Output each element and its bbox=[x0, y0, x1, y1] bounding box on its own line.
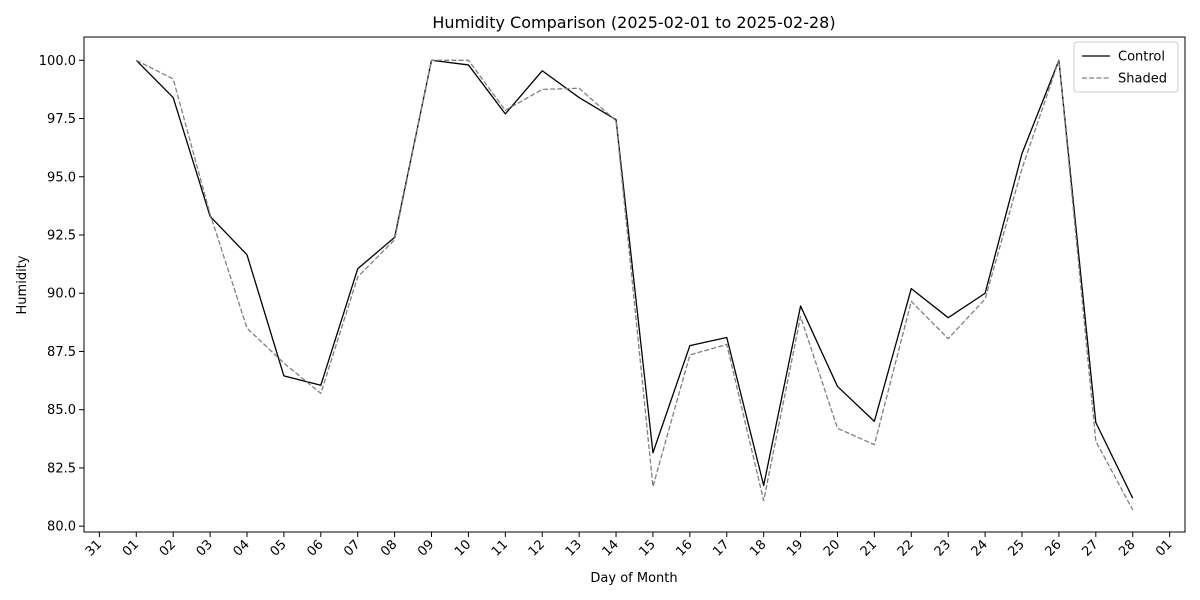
x-tick-label: 12 bbox=[526, 537, 548, 559]
x-tick-label: 01 bbox=[1153, 537, 1175, 559]
plot-frame bbox=[83, 36, 1186, 533]
y-axis: 80.0 82.5 85.0 87.5 90.0 92.5 95.0 97.5 100.0 bbox=[39, 54, 84, 535]
x-tick-label: 26 bbox=[1042, 537, 1064, 559]
x-tick-label: 04 bbox=[231, 537, 253, 559]
y-tick-label: 85.0 bbox=[47, 403, 76, 418]
x-tick-label: 20 bbox=[821, 537, 843, 559]
x-tick-label: 19 bbox=[784, 537, 806, 559]
legend-box bbox=[1073, 41, 1179, 93]
x-tick-label: 10 bbox=[452, 537, 474, 559]
x-axis: 31 01 02 03 04 05 06 07 08 09 10 11 12 13 14 15 16 17 18 19… bbox=[83, 532, 1175, 560]
plot-area bbox=[135, 59, 1134, 511]
x-tick-label: 27 bbox=[1079, 537, 1101, 559]
y-tick-label: 97.5 bbox=[47, 112, 76, 127]
y-tick-label: 95.0 bbox=[47, 170, 76, 185]
x-tick-label: 15 bbox=[636, 537, 658, 559]
x-tick-label: 25 bbox=[1006, 537, 1028, 559]
x-axis-label: Day of Month bbox=[590, 571, 677, 586]
x-tick-label: 24 bbox=[969, 537, 991, 559]
legend: Control Shaded bbox=[1073, 41, 1179, 93]
x-tick-label: 13 bbox=[563, 537, 585, 559]
x-tick-label: 09 bbox=[415, 537, 437, 559]
y-tick-label: 87.5 bbox=[47, 345, 76, 360]
x-tick-label: 11 bbox=[489, 537, 511, 559]
y-tick-label: 92.5 bbox=[47, 229, 76, 244]
legend-label-control: Control bbox=[1118, 50, 1165, 65]
x-tick-label: 22 bbox=[895, 537, 917, 559]
x-tick-label: 06 bbox=[304, 537, 326, 559]
x-tick-label: 28 bbox=[1116, 537, 1138, 559]
x-tick-label: 18 bbox=[747, 537, 769, 559]
x-tick-label: 05 bbox=[267, 537, 289, 559]
series-line-control bbox=[135, 59, 1134, 499]
chart-title: Humidity Comparison (2025-02-01 to 2025-… bbox=[432, 13, 835, 32]
y-axis-label: Humidity bbox=[15, 255, 30, 314]
series-line-shaded bbox=[135, 59, 1134, 511]
x-tick-label: 01 bbox=[120, 537, 142, 559]
x-tick-label: 14 bbox=[600, 537, 622, 559]
y-tick-label: 100.0 bbox=[39, 54, 76, 69]
y-tick-label: 90.0 bbox=[47, 287, 76, 302]
x-tick-label: 31 bbox=[83, 537, 105, 559]
x-tick-label: 07 bbox=[341, 537, 363, 559]
x-tick-label: 16 bbox=[673, 537, 695, 559]
x-tick-label: 23 bbox=[932, 537, 954, 559]
y-tick-label: 80.0 bbox=[47, 520, 76, 535]
x-tick-label: 17 bbox=[710, 537, 732, 559]
x-tick-label: 02 bbox=[157, 537, 179, 559]
x-tick-label: 08 bbox=[378, 537, 400, 559]
x-tick-label: 03 bbox=[194, 537, 216, 559]
y-tick-label: 82.5 bbox=[47, 461, 76, 476]
x-tick-label: 21 bbox=[858, 537, 880, 559]
legend-label-shaded: Shaded bbox=[1118, 72, 1167, 87]
